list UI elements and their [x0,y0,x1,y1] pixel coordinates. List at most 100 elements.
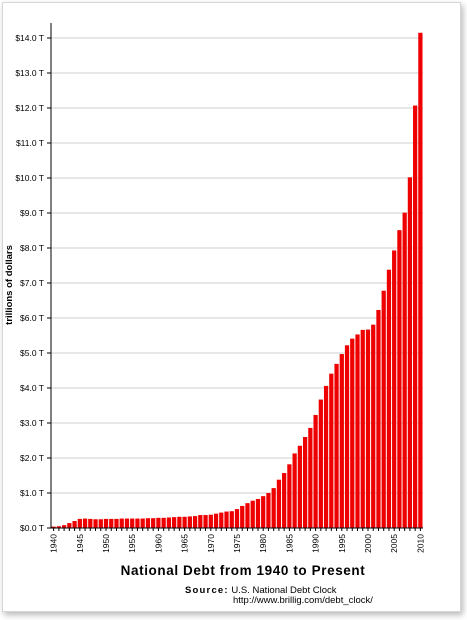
bar-1949 [98,519,103,528]
source-url[interactable]: http://www.brillig.com/debt_clock/ [233,595,373,606]
bar-2007 [402,212,407,528]
bar-1964 [177,516,182,528]
y-tick-label-6: $6.0 T [20,313,44,323]
bar-1961 [161,517,166,528]
bar-1979 [255,498,261,528]
y-tick-label-8: $8.0 T [20,243,44,253]
bar-2000 [365,329,371,528]
x-tick-label-1990: 1990 [311,534,321,553]
bar-1972 [219,512,224,528]
bar-1989 [308,427,313,528]
bar-1951 [109,518,114,528]
bar-1985 [287,464,292,528]
x-tick-label-1950: 1950 [101,534,111,553]
bar-2004 [386,269,392,528]
source-label: Source: [185,585,229,596]
y-tick-label-4: $4.0 T [20,383,44,393]
bar-1948 [93,519,98,528]
y-tick-label-11: $11.0 T [16,138,44,148]
y-tick-label-0: $0.0 T [20,523,44,533]
bar-1999 [360,329,365,528]
bar-1973 [224,511,229,528]
bar-2009 [413,105,418,529]
bar-1954 [124,518,130,528]
bar-2008 [407,177,413,529]
bar-1984 [282,473,287,528]
bar-2010 [418,32,423,528]
y-tick-label-1: $1.0 T [20,488,44,498]
bar-1965 [182,516,187,528]
x-tick-label-2010: 2010 [415,534,425,553]
bar-1945 [77,518,82,528]
bar-1944 [72,521,77,528]
bar-1963 [172,517,177,528]
bar-1982 [271,488,276,528]
bar-1994 [334,363,339,528]
x-tick-label-1975: 1975 [232,534,242,553]
x-tick-label-1945: 1945 [75,534,85,553]
bar-1992 [323,385,329,528]
bar-1971 [213,513,219,528]
y-tick-label-7: $7.0 T [20,278,44,288]
x-tick-label-2005: 2005 [389,534,399,553]
x-tick-label-2000: 2000 [363,534,373,553]
bar-1981 [266,493,271,528]
y-tick-label-10: $10.0 T [15,173,44,183]
bar-1975 [234,509,240,528]
bar-1990 [313,414,318,528]
chart-canvas: $0.0 T $1.0 T $2.0 T $3.0 T $4.0 T $5.0 T $6.0… [4,23,425,553]
x-tick-label-1995: 1995 [337,534,347,553]
bar-1980 [261,496,266,528]
x-tick-label-1955: 1955 [127,534,137,553]
x-tick-label-1980: 1980 [258,534,268,553]
bar-1968 [198,515,203,528]
chart-title: National Debt from 1940 to Present [120,563,366,578]
y-tick-label-14: $14.0 T [15,33,44,43]
bar-1958 [145,518,151,528]
bar-2001 [371,324,376,528]
bar-1966 [187,516,192,528]
bar-1991 [318,399,323,528]
bar-1943 [67,523,72,528]
bar-1942 [61,525,67,528]
bar-1969 [203,515,208,528]
bar-2005 [392,250,397,528]
bar-1940 [51,526,56,528]
bar-1997 [350,338,355,528]
bar-2002 [376,309,381,528]
bar-1995 [339,354,344,528]
bar-1976 [240,505,245,528]
bar-1993 [329,373,334,528]
y-axis-title: trillions of dollars [4,245,15,325]
bar-1978 [250,500,255,528]
bar-1941 [56,526,61,528]
bar-1953 [119,518,124,528]
bar-2003 [381,290,386,528]
bar-1950 [103,518,109,528]
bar-1986 [292,453,297,528]
x-tick-label-1940: 1940 [49,534,59,553]
y-tick-label-5: $5.0 T [20,348,44,358]
source-note: Source: U.S. National Debt Clock http://… [185,586,373,606]
y-tick-label-13: $13.0 T [15,68,44,78]
bar-1987 [297,445,302,528]
bar-1955 [130,518,135,528]
y-tick-label-12: $12.0 T [15,103,44,113]
x-tick-label-1960: 1960 [153,534,163,553]
y-tick-label-3: $3.0 T [20,418,44,428]
x-tick-label-1965: 1965 [180,534,190,553]
bar-1970 [208,514,213,528]
bar-1957 [140,518,145,528]
x-tick-label-1985: 1985 [284,534,294,553]
bar-1959 [151,518,156,528]
bar-1983 [276,479,282,528]
source-name: U.S. National Debt Clock [231,585,337,596]
bar-1960 [156,517,161,528]
bar-1974 [229,511,234,528]
bar-1962 [166,517,172,528]
bar-1946 [82,518,88,528]
y-tick-label-2: $2.0 T [20,453,44,463]
bar-2006 [397,230,402,528]
bar-1947 [88,518,93,528]
bar-1956 [135,518,140,528]
